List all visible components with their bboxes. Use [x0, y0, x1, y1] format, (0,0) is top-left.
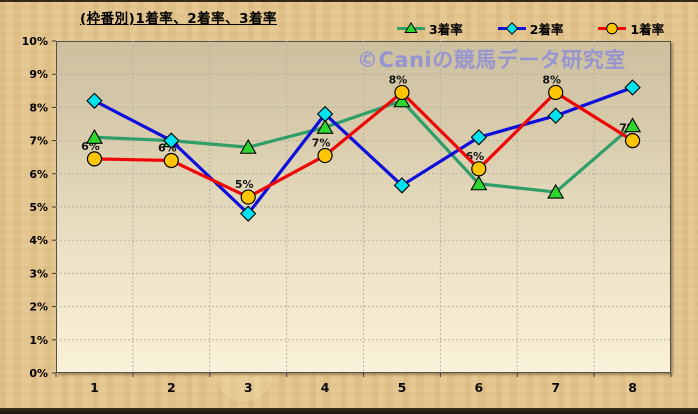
- y-axis-label: 2%: [29, 301, 48, 314]
- x-axis-label: 8: [628, 380, 637, 395]
- x-axis-label: 3: [244, 380, 253, 395]
- legend-item-rank1: 1着率: [597, 19, 664, 38]
- y-axis-label: 8%: [29, 101, 48, 114]
- y-axis-label: 4%: [29, 234, 48, 247]
- bottom-border-bar: [0, 408, 698, 414]
- circle-legend-icon: [598, 22, 627, 35]
- top-border-bar: [0, 0, 698, 2]
- plot-area: [56, 41, 671, 373]
- x-axis-label: 2: [167, 380, 176, 395]
- y-axis-label: 1%: [29, 334, 48, 347]
- y-axis-label: 5%: [29, 201, 48, 214]
- legend-item-rank2: 2着率: [497, 19, 564, 38]
- legend-label-rank2: 2着率: [529, 22, 564, 37]
- legend-label-rank3: 3着率: [429, 22, 463, 37]
- y-axis-label: 9%: [29, 68, 48, 81]
- y-axis-label: 6%: [29, 168, 48, 181]
- y-axis-label: 7%: [29, 135, 48, 148]
- legend-item-rank3: 3着率: [396, 19, 463, 38]
- legend-label-rank1: 1着率: [630, 22, 665, 37]
- x-axis-label: 6: [474, 380, 483, 395]
- x-axis-label: 7: [551, 380, 560, 395]
- triangle-legend-icon: [397, 21, 425, 33]
- y-axis-label: 3%: [29, 267, 48, 280]
- y-axis-label: 10%: [22, 35, 48, 48]
- x-axis-label: 1: [90, 380, 99, 395]
- y-axis-label: 0%: [29, 367, 48, 380]
- x-axis-label: 4: [321, 380, 330, 395]
- x-axis-label: 5: [398, 380, 407, 395]
- watermark-text: ©Caniの競馬データ研究室: [357, 48, 626, 72]
- chart-legend: 3着率 2着率 1着率: [396, 19, 664, 38]
- chart-title: (枠番別)1着率、2着率、3着率: [80, 11, 278, 27]
- diamond-legend-icon: [497, 22, 526, 35]
